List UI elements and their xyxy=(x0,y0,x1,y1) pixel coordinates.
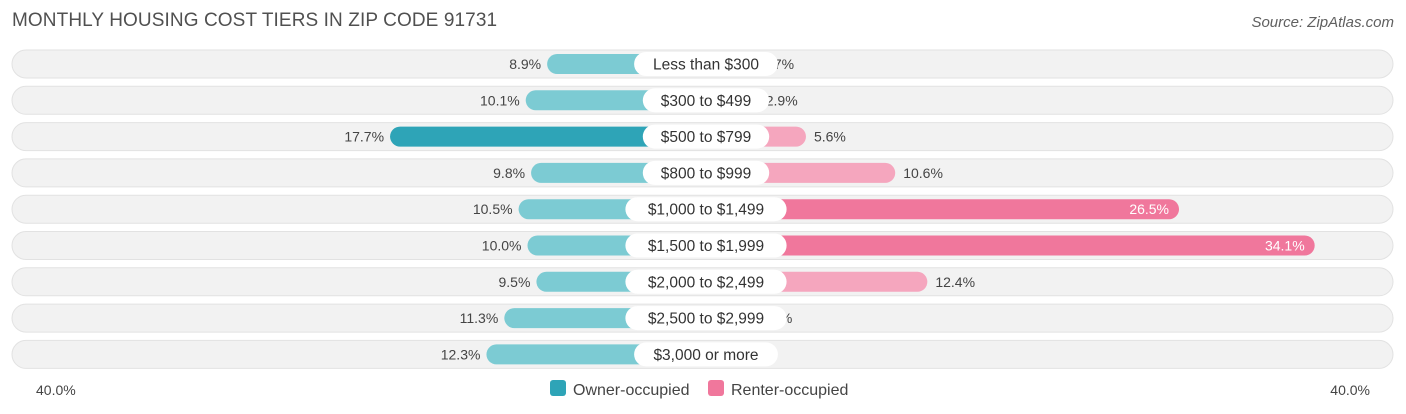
owner-value-label: 17.7% xyxy=(344,129,384,145)
renter-value-label: 12.4% xyxy=(935,274,975,290)
renter-value-label: 26.5% xyxy=(1129,201,1169,217)
category-label: $1,000 to $1,499 xyxy=(648,202,764,219)
category-label: $500 to $799 xyxy=(661,129,752,146)
legend-label-renter: Renter-occupied xyxy=(731,382,848,399)
category-pill xyxy=(625,306,787,331)
axis-right-label: 40.0% xyxy=(1330,382,1370,398)
category-pill xyxy=(642,88,770,113)
renter-value-label: 2.9% xyxy=(766,92,798,108)
owner-value-label: 10.5% xyxy=(473,201,513,217)
renter-value-label: 5.6% xyxy=(814,129,846,145)
category-pill xyxy=(625,233,787,258)
owner-value-label: 9.5% xyxy=(499,274,531,290)
category-label: $2,500 to $2,999 xyxy=(648,311,764,328)
category-label: Less than $300 xyxy=(653,57,759,74)
axis-left-label: 40.0% xyxy=(36,382,76,398)
category-label: $3,000 or more xyxy=(653,347,758,364)
category-pill xyxy=(625,269,787,294)
legend-label-owner: Owner-occupied xyxy=(573,382,690,399)
category-label: $2,000 to $2,499 xyxy=(648,274,764,291)
chart-title: MONTHLY HOUSING COST TIERS IN ZIP CODE 9… xyxy=(12,10,498,31)
renter-bar xyxy=(706,199,1180,220)
owner-value-label: 12.3% xyxy=(441,346,481,362)
renter-value-label: 34.1% xyxy=(1265,238,1305,254)
category-pill xyxy=(634,52,778,76)
category-pill xyxy=(634,342,778,367)
source-note: Source: ZipAtlas.com xyxy=(1251,14,1394,31)
legend-swatch-renter xyxy=(708,380,724,396)
legend-swatch-owner xyxy=(550,380,566,396)
category-label: $800 to $999 xyxy=(661,165,752,182)
renter-bar xyxy=(706,235,1315,256)
category-label: $1,500 to $1,999 xyxy=(648,238,764,255)
category-pill xyxy=(625,197,787,222)
owner-bar xyxy=(390,126,706,147)
category-pill xyxy=(642,160,770,185)
renter-value-label: 10.6% xyxy=(903,165,943,181)
owner-value-label: 10.1% xyxy=(480,92,520,108)
owner-value-label: 10.0% xyxy=(482,238,522,254)
category-label: $300 to $499 xyxy=(661,93,752,110)
owner-value-label: 9.8% xyxy=(493,165,525,181)
owner-value-label: 11.3% xyxy=(460,310,499,326)
category-pill xyxy=(642,124,770,149)
owner-value-label: 8.9% xyxy=(509,56,541,72)
